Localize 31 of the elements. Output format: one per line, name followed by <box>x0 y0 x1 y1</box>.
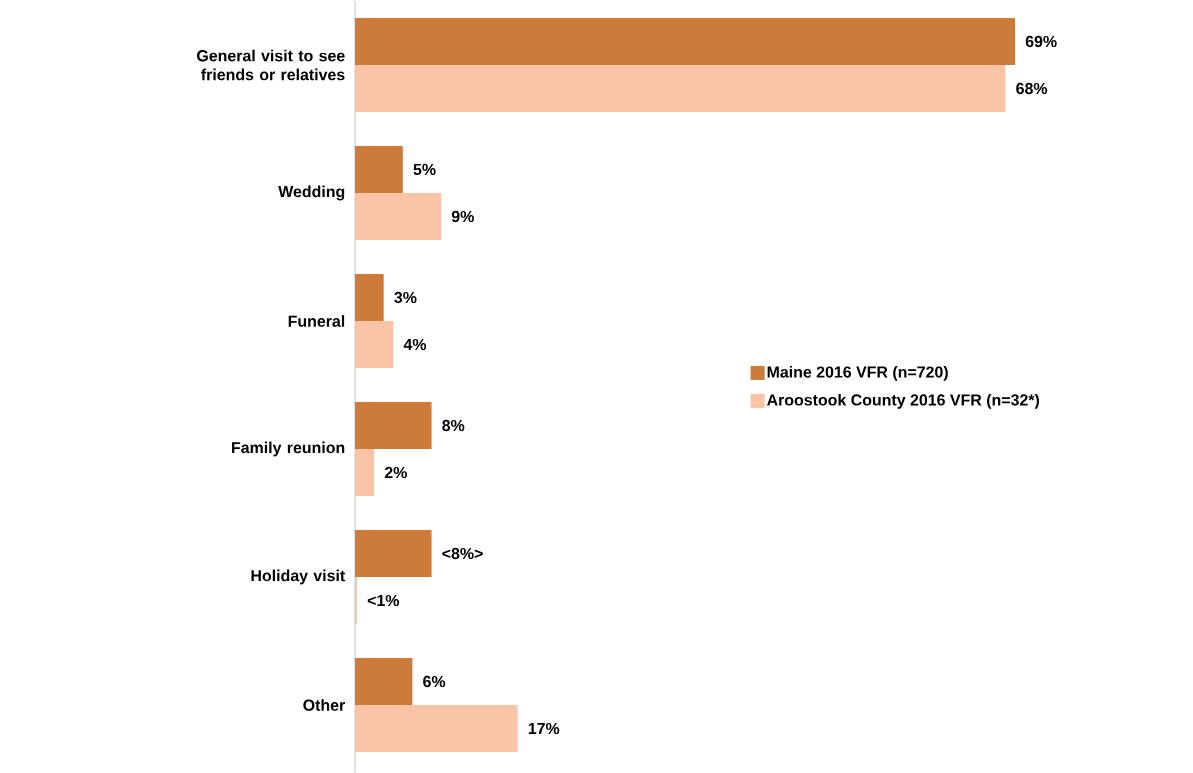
bar <box>355 658 413 705</box>
data-label: 4% <box>403 338 427 351</box>
data-label: 5% <box>413 163 436 176</box>
data-label: <8%> <box>442 547 483 560</box>
data-label: 9% <box>451 210 474 223</box>
data-label: 69% <box>1025 35 1057 48</box>
data-label: 8% <box>442 419 465 432</box>
y-tick-label: Funeral <box>288 315 345 327</box>
bar <box>355 449 375 496</box>
y-tick-label: Holiday visit <box>251 569 346 585</box>
y-tick-label: Wedding <box>278 185 345 201</box>
data-label: <1% <box>367 594 400 607</box>
bar <box>355 530 432 577</box>
bar <box>355 320 394 368</box>
bar <box>355 273 384 321</box>
y-tick-label: Family reunion <box>232 441 345 457</box>
legend-label: Aroostook County 2016 VFR (n=32*) <box>766 393 1040 409</box>
bar <box>355 64 1006 112</box>
y-tick-label: Other <box>303 699 345 711</box>
data-label: 3% <box>394 291 417 304</box>
data-label: 6% <box>423 675 446 688</box>
y-tick-label: General visit to see friends or relatives <box>197 49 345 81</box>
bar <box>355 192 442 240</box>
legend-label: Maine 2016 VFR (n=720) <box>767 365 948 381</box>
data-label: 68% <box>1016 82 1048 95</box>
bar <box>355 402 432 449</box>
bar <box>355 145 403 193</box>
bar <box>355 17 1016 65</box>
bar <box>355 705 518 752</box>
data-label: 2% <box>384 466 407 479</box>
data-label: 17% <box>528 722 560 735</box>
